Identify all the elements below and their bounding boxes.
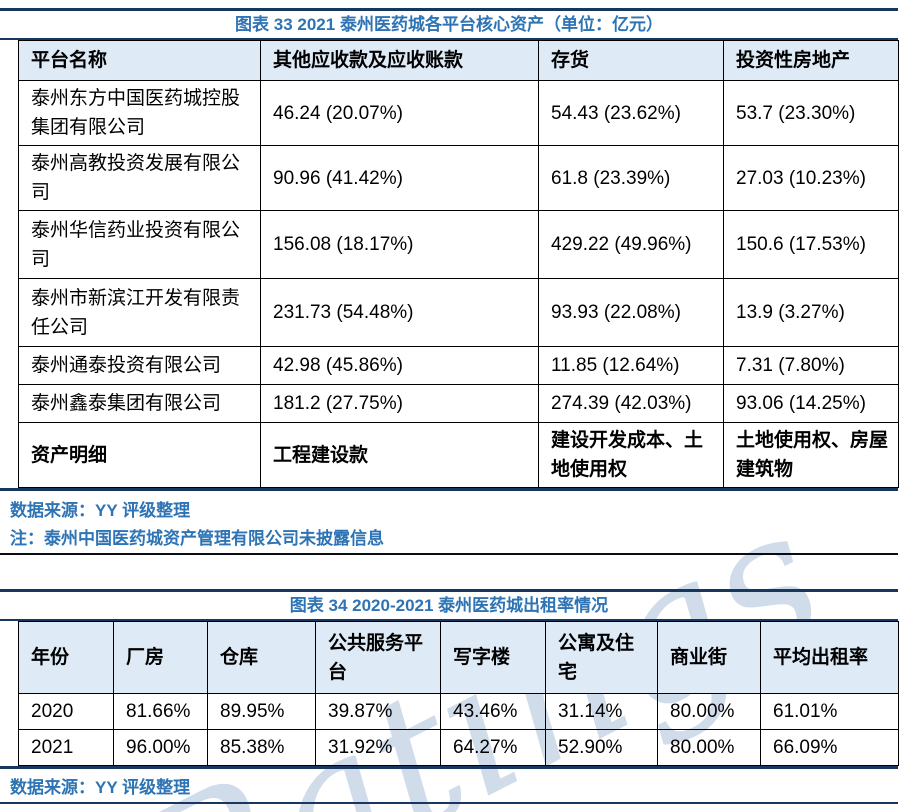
table-row: 泰州鑫泰集团有限公司 181.2 (27.75%) 274.39 (42.03%… [18,384,899,423]
figure-33-table: 平台名称 其他应收款及应收账款 存货 投资性房地产 泰州东方中国医药城控股集团有… [18,40,899,488]
table-cell: 11.85 (12.64%) [538,346,724,385]
column-header: 厂房 [113,621,208,694]
table-row: 泰州华信药业投资有限公司 156.08 (18.17%) 429.22 (49.… [18,210,899,279]
table-cell: 429.22 (49.96%) [538,210,724,279]
table-cell: 54.43 (23.62%) [538,80,724,146]
table-cell: 181.2 (27.75%) [260,384,539,423]
note-line: 注：泰州中国医药城资产管理有限公司未披露信息 [10,529,384,548]
table-row: 泰州市新滨江开发有限责任公司 231.73 (54.48%) 93.93 (22… [18,278,899,347]
table-cell: 64.27% [440,729,546,766]
table-cell: 46.24 (20.07%) [260,80,539,146]
table-cell: 93.06 (14.25%) [723,384,899,423]
table-cell: 81.66% [113,693,208,730]
table-cell: 96.00% [113,729,208,766]
column-header: 存货 [538,40,724,81]
table-cell: 231.73 (54.48%) [260,278,539,347]
table-cell: 27.03 (10.23%) [723,145,899,211]
table-row: 泰州通泰投资有限公司 42.98 (45.86%) 11.85 (12.64%)… [18,346,899,385]
table-cell: 52.90% [545,729,658,766]
table-cell: 2021 [18,729,114,766]
figure-34-title: 图表 34 2020-2021 泰州医药城出租率情况 [289,596,609,615]
table-cell: 61.8 (23.39%) [538,145,724,211]
column-header: 平均出租率 [760,621,899,694]
table-cell: 泰州鑫泰集团有限公司 [18,384,261,423]
table-row: 资产明细 工程建设款 建设开发成本、土地使用权 土地使用权、房屋建筑物 [18,422,899,488]
table-row: 2021 96.00% 85.38% 31.92% 64.27% 52.90% … [18,729,899,766]
column-header: 年份 [18,621,114,694]
section-gap [0,555,898,589]
divider [0,38,898,40]
divider [0,553,898,555]
table-header-row: 平台名称 其他应收款及应收账款 存货 投资性房地产 [18,40,899,81]
table-cell: 42.98 (45.86%) [260,346,539,385]
divider [0,619,898,621]
table-cell: 31.92% [315,729,441,766]
table-header-row: 年份 厂房 仓库 公共服务平台 写字楼 公寓及住宅 商业街 平均出租率 [18,621,899,694]
figure-34-table: 年份 厂房 仓库 公共服务平台 写字楼 公寓及住宅 商业街 平均出租率 2020… [18,621,899,766]
divider [0,802,898,804]
figure-33-title: 图表 33 2021 泰州医药城各平台核心资产（单位：亿元） [235,15,663,34]
table-cell: 泰州华信药业投资有限公司 [18,210,261,279]
table-row: 2020 81.66% 89.95% 39.87% 43.46% 31.14% … [18,693,899,730]
table-row: 泰州高教投资发展有限公司 90.96 (41.42%) 61.8 (23.39%… [18,145,899,211]
table-cell: 90.96 (41.42%) [260,145,539,211]
table-cell: 274.39 (42.03%) [538,384,724,423]
table-cell: 13.9 (3.27%) [723,278,899,347]
table-cell: 建设开发成本、土地使用权 [538,422,724,488]
figure-33-section: 图表 33 2021 泰州医药城各平台核心资产（单位：亿元） 平台名称 其他应收… [0,8,899,555]
table-cell: 泰州东方中国医药城控股集团有限公司 [18,80,261,146]
table-cell: 85.38% [207,729,316,766]
column-header: 投资性房地产 [723,40,899,81]
column-header: 平台名称 [18,40,261,81]
table-row: 泰州东方中国医药城控股集团有限公司 46.24 (20.07%) 54.43 (… [18,80,899,146]
table-cell: 31.14% [545,693,658,730]
table-cell: 80.00% [657,729,761,766]
table-cell: 资产明细 [18,422,261,488]
data-source-line: 数据来源：YY 评级整理 [10,501,191,520]
table-cell: 7.31 (7.80%) [723,346,899,385]
divider [0,766,898,769]
column-header: 公寓及住宅 [545,621,658,694]
table-cell: 泰州市新滨江开发有限责任公司 [18,278,261,347]
column-header: 写字楼 [440,621,546,694]
column-header: 商业街 [657,621,761,694]
table-cell: 66.09% [760,729,899,766]
divider [0,589,898,592]
table-cell: 93.93 (22.08%) [538,278,724,347]
table-cell: 土地使用权、房屋建筑物 [723,422,899,488]
table-cell: 80.00% [657,693,761,730]
divider [0,488,898,491]
column-header: 其他应收款及应收账款 [260,40,539,81]
table-cell: 泰州高教投资发展有限公司 [18,145,261,211]
table-cell: 89.95% [207,693,316,730]
table-cell: 泰州通泰投资有限公司 [18,346,261,385]
figure-34-section: 图表 34 2020-2021 泰州医药城出租率情况 年份 厂房 仓库 公共服务… [0,589,899,804]
table-cell: 工程建设款 [260,422,539,488]
table-cell: 39.87% [315,693,441,730]
table-cell: 61.01% [760,693,899,730]
column-header: 公共服务平台 [315,621,441,694]
column-header: 仓库 [207,621,316,694]
table-cell: 43.46% [440,693,546,730]
table-cell: 53.7 (23.30%) [723,80,899,146]
table-cell: 2020 [18,693,114,730]
table-cell: 156.08 (18.17%) [260,210,539,279]
table-cell: 150.6 (17.53%) [723,210,899,279]
divider [0,8,898,11]
data-source-line: 数据来源：YY 评级整理 [10,778,191,797]
